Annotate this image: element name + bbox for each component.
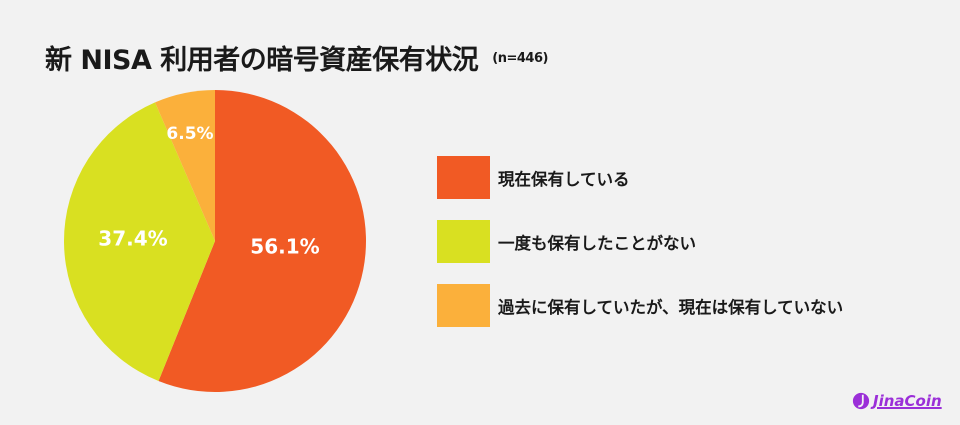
legend-label: 現在保有している — [498, 169, 630, 189]
legend-item-holding: 現在保有している — [437, 156, 843, 199]
slice-value-label: 6.5% — [166, 124, 213, 144]
legend-item-never-held: 一度も保有したことがない — [437, 220, 843, 263]
pie-slice — [64, 102, 215, 382]
slice-value-label: 37.4% — [98, 227, 167, 251]
pie-slice-labels: 56.1% 37.4% 6.5% — [98, 124, 319, 259]
legend-swatch — [437, 220, 490, 263]
pie-slice — [155, 90, 215, 241]
chart-title-text: 新 NISA 利用者の暗号資産保有状況 — [45, 45, 479, 76]
legend-label: 一度も保有したことがない — [498, 233, 696, 253]
legend: 現在保有している 一度も保有したことがない 過去に保有していたが、現在は保有して… — [437, 156, 843, 348]
slice-value-label: 56.1% — [250, 235, 319, 259]
jinacoin-logo-icon — [852, 392, 870, 410]
legend-label: 過去に保有していたが、現在は保有していない — [498, 297, 844, 317]
legend-swatch — [437, 284, 490, 327]
pie-slices — [64, 90, 366, 392]
pie-chart: 56.1% 37.4% 6.5% — [64, 90, 366, 392]
legend-item-previously-held: 過去に保有していたが、現在は保有していない — [437, 284, 843, 327]
pie-slice — [158, 90, 366, 392]
chart-title: 新 NISA 利用者の暗号資産保有状況 (n=446) — [45, 38, 548, 77]
brand-name: JinaCoin — [873, 392, 942, 410]
brand-logo: JinaCoin — [852, 392, 942, 410]
legend-swatch — [437, 156, 490, 199]
sample-size: (n=446) — [492, 51, 548, 66]
